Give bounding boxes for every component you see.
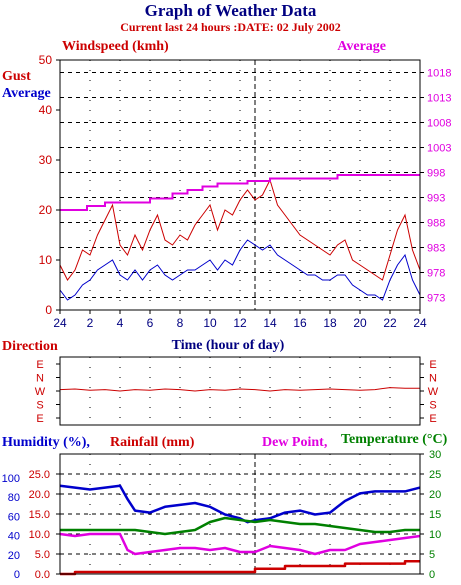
wind-right-tick-label: 1013 bbox=[427, 93, 451, 105]
rainfall-tick-label: 0.0 bbox=[35, 569, 50, 581]
direction-left-tick-label: N bbox=[36, 373, 44, 385]
temperature-tick-label: 5 bbox=[429, 549, 435, 561]
wind-x-tick-label: 20 bbox=[353, 316, 367, 330]
gust-label: Gust bbox=[2, 69, 31, 84]
temperature-tick-label: 20 bbox=[429, 489, 441, 501]
humidity-tick-label: 60 bbox=[8, 511, 20, 523]
temperature-label: Temperature (°C) bbox=[341, 432, 448, 447]
climate-series-humidity-line bbox=[59, 484, 421, 524]
direction-series-line bbox=[59, 387, 420, 392]
wind-left-tick-label: 20 bbox=[39, 203, 53, 217]
wind-series-gust-line bbox=[59, 178, 421, 281]
wind-left-tick-label: 0 bbox=[45, 303, 52, 317]
climate-series-rainfall-line bbox=[60, 559, 420, 576]
climate-series-dew-point-line bbox=[59, 532, 421, 556]
wind-x-tick-label: 18 bbox=[323, 316, 337, 330]
rainfall-tick-label: 25.0 bbox=[29, 469, 50, 481]
direction-label: Direction bbox=[2, 339, 58, 354]
direction-right-tick-label: E bbox=[429, 413, 436, 425]
wind-right-tick-label: 988 bbox=[427, 218, 445, 230]
direction-plot-frame bbox=[59, 356, 421, 426]
direction-left-tick-label: E bbox=[36, 359, 43, 371]
humidity-label: Humidity (%), bbox=[2, 435, 90, 450]
temperature-tick-label: 0 bbox=[429, 569, 435, 581]
wind-right-tick-label: 973 bbox=[427, 293, 445, 305]
direction-right-tick-label: E bbox=[429, 359, 436, 371]
humidity-tick-label: 0 bbox=[14, 569, 20, 581]
dewpoint-label: Dew Point, bbox=[262, 435, 327, 450]
humidity-tick-label: 100 bbox=[2, 473, 20, 485]
wind-series bbox=[59, 174, 421, 301]
climate-plot-frame bbox=[59, 453, 421, 575]
direction-right-tick-label: W bbox=[428, 386, 439, 398]
humidity-tick-label: 80 bbox=[8, 492, 20, 504]
direction-left-tick-label: W bbox=[35, 386, 46, 398]
direction-left-tick-label: E bbox=[36, 413, 43, 425]
wind-x-tick-label: 24 bbox=[413, 316, 427, 330]
wind-x-tick-label: 12 bbox=[233, 316, 247, 330]
temperature-tick-label: 25 bbox=[429, 469, 441, 481]
windspeed-label: Windspeed (kmh) bbox=[62, 39, 169, 54]
wind-right-tick-label: 998 bbox=[427, 168, 445, 180]
wind-left-tick-label: 10 bbox=[39, 253, 53, 267]
wind-x-tick-label: 10 bbox=[203, 316, 217, 330]
wind-series-average-line bbox=[59, 239, 421, 301]
wind-grid bbox=[60, 60, 420, 310]
wind-left-tick-label: 40 bbox=[39, 103, 53, 117]
x-axis-label: Time (hour of day) bbox=[172, 338, 285, 353]
wind-left-tick-label: 30 bbox=[39, 153, 53, 167]
wind-x-tick-label: 14 bbox=[263, 316, 277, 330]
direction-left-tick-label: S bbox=[36, 400, 43, 412]
temperature-tick-label: 10 bbox=[429, 529, 441, 541]
pressure-average-label: Average bbox=[337, 39, 386, 54]
direction-ticks: E EN NW WS SE E bbox=[35, 359, 439, 425]
wind-x-tick-label: 2 bbox=[87, 316, 94, 330]
page-title: Graph of Weather Data bbox=[145, 1, 317, 20]
wind-right-tick-label: 978 bbox=[427, 268, 445, 280]
wind-x-tick-label: 8 bbox=[177, 316, 184, 330]
temperature-tick-label: 30 bbox=[429, 449, 441, 461]
wind-right-tick-label: 1018 bbox=[427, 68, 451, 80]
humidity-tick-label: 40 bbox=[8, 531, 20, 543]
wind-plot-frame bbox=[59, 59, 421, 311]
rainfall-tick-label: 10.0 bbox=[29, 529, 50, 541]
wind-x-tick-label: 4 bbox=[117, 316, 124, 330]
climate-series bbox=[59, 484, 421, 576]
rainfall-label: Rainfall (mm) bbox=[110, 435, 195, 450]
wind-x-tick-label: 24 bbox=[53, 316, 67, 330]
average-label: Average bbox=[2, 86, 51, 101]
climate-series-temperature-line bbox=[60, 516, 420, 536]
direction-series bbox=[59, 387, 420, 392]
humidity-tick-label: 20 bbox=[8, 550, 20, 562]
wind-right-tick-label: 983 bbox=[427, 243, 445, 255]
wind-x-tick-label: 6 bbox=[147, 316, 154, 330]
wind-left-tick-label: 50 bbox=[39, 53, 53, 67]
climate-ticks: 0 20 40 60 80 100 0.0 5.0 10.0 15.0 20.0 25.0 0 5 10 15… bbox=[2, 449, 442, 581]
page-subtitle: Current last 24 hours :DATE: 02 July 200… bbox=[120, 20, 341, 34]
rainfall-tick-label: 15.0 bbox=[29, 509, 50, 521]
direction-right-tick-label: S bbox=[429, 400, 436, 412]
rainfall-tick-label: 20.0 bbox=[29, 489, 50, 501]
wind-right-tick-label: 1003 bbox=[427, 143, 451, 155]
wind-ticks: 0102030405097397898398899399810031008101… bbox=[39, 53, 452, 330]
wind-right-tick-label: 1008 bbox=[427, 118, 451, 130]
rainfall-tick-label: 5.0 bbox=[35, 549, 50, 561]
direction-right-tick-label: N bbox=[429, 373, 437, 385]
wind-x-tick-label: 22 bbox=[383, 316, 397, 330]
climate-grid bbox=[60, 453, 420, 575]
direction-grid bbox=[89, 357, 391, 425]
temperature-tick-label: 15 bbox=[429, 509, 441, 521]
wind-series-pressure-line bbox=[60, 174, 420, 211]
wind-right-tick-label: 993 bbox=[427, 193, 445, 205]
wind-x-tick-label: 16 bbox=[293, 316, 307, 330]
